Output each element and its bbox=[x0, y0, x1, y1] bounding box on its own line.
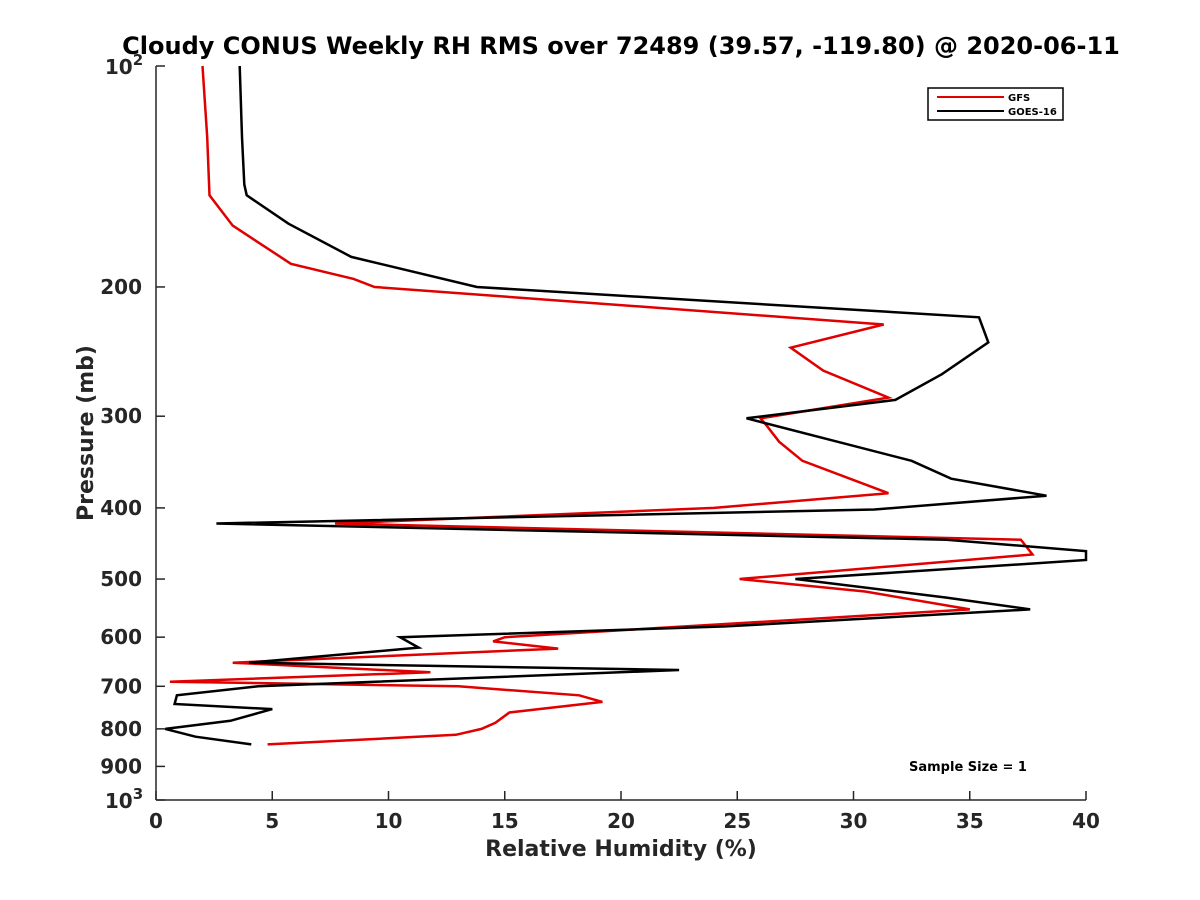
chart-title: Cloudy CONUS Weekly RH RMS over 72489 (3… bbox=[122, 32, 1120, 60]
series-line-goes16 bbox=[164, 65, 1088, 746]
x-tick-label: 15 bbox=[491, 809, 519, 833]
x-tick-label: 25 bbox=[723, 809, 751, 833]
y-axis-ticks: 102 200 300 400 500 600 700 800 900 103 bbox=[100, 51, 165, 813]
x-axis-ticks: 0 5 10 15 20 25 30 35 40 bbox=[149, 791, 1100, 833]
plot-area bbox=[156, 66, 1086, 800]
x-tick-label: 40 bbox=[1072, 809, 1100, 833]
legend: GFS GOES-16 bbox=[927, 87, 1064, 121]
legend-label-gfs: GFS bbox=[1008, 93, 1030, 104]
y-tick-label: 103 bbox=[105, 785, 143, 813]
x-tick-label: 30 bbox=[840, 809, 868, 833]
x-axis-label: Relative Humidity (%) bbox=[485, 837, 757, 862]
x-tick-label: 20 bbox=[607, 809, 635, 833]
y-tick-label: 300 bbox=[100, 404, 142, 428]
y-tick-label: 900 bbox=[100, 754, 142, 778]
series-layer bbox=[164, 65, 1088, 746]
y-tick-label: 700 bbox=[100, 674, 142, 698]
y-tick-label: 500 bbox=[100, 567, 142, 591]
y-axis-label: Pressure (mb) bbox=[74, 345, 99, 521]
series-line-gfs bbox=[169, 65, 1035, 746]
y-tick-label: 102 bbox=[105, 51, 143, 79]
legend-box bbox=[927, 87, 1064, 121]
x-tick-label: 0 bbox=[149, 809, 163, 833]
x-tick-label: 5 bbox=[265, 809, 279, 833]
y-tick-label: 800 bbox=[100, 717, 142, 741]
y-tick-label: 400 bbox=[100, 496, 142, 520]
x-tick-label: 10 bbox=[375, 809, 403, 833]
y-tick-label: 200 bbox=[100, 275, 142, 299]
legend-label-goes16: GOES-16 bbox=[1008, 107, 1057, 118]
sample-size-annotation: Sample Size = 1 bbox=[909, 760, 1027, 775]
y-tick-label: 600 bbox=[100, 625, 142, 649]
x-tick-label: 35 bbox=[956, 809, 984, 833]
